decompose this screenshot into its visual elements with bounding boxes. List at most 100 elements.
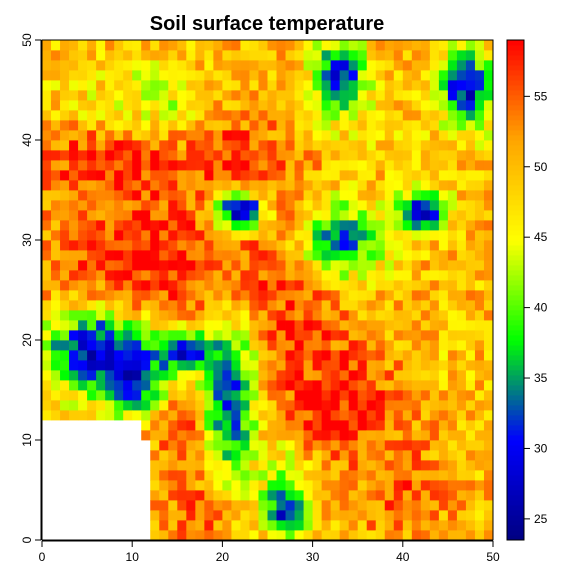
heatmap-cell	[141, 180, 151, 191]
heatmap-cell	[312, 360, 323, 371]
heatmap-cell	[195, 100, 205, 111]
heatmap-cell	[312, 390, 323, 401]
heatmap-cell	[384, 200, 395, 211]
heatmap-cell	[321, 360, 332, 371]
heatmap-cell	[249, 110, 259, 121]
heatmap-cell	[186, 120, 196, 131]
colorbar-tick-label: 55	[534, 89, 548, 103]
heatmap-cell	[69, 360, 79, 371]
heatmap-cell	[321, 400, 332, 411]
heatmap-cell	[411, 130, 422, 141]
heatmap-cell	[420, 390, 431, 401]
heatmap-cell	[366, 350, 377, 361]
heatmap-cell	[474, 480, 485, 491]
heatmap-cell	[321, 160, 332, 171]
heatmap-cell	[339, 300, 350, 311]
heatmap-cell	[96, 280, 106, 291]
heatmap-cell	[177, 100, 187, 111]
heatmap-cell	[51, 340, 61, 351]
heatmap-cell	[159, 360, 169, 371]
heatmap-cell	[69, 410, 79, 421]
heatmap-cell	[474, 430, 485, 441]
heatmap-cell	[177, 390, 187, 401]
heatmap-cell	[321, 370, 332, 381]
heatmap-cell	[429, 310, 440, 321]
heatmap-cell	[366, 300, 377, 311]
heatmap-cell	[330, 380, 341, 391]
heatmap-cell	[447, 210, 458, 221]
heatmap-cell	[141, 50, 151, 61]
heatmap-cell	[222, 410, 232, 421]
heatmap-cell	[51, 280, 61, 291]
heatmap-cell	[393, 390, 404, 401]
heatmap-cell	[276, 230, 286, 241]
heatmap-cell	[348, 370, 359, 381]
heatmap-cell	[402, 490, 413, 501]
heatmap-cell	[321, 310, 332, 321]
heatmap-cell	[231, 520, 241, 531]
heatmap-cell	[420, 140, 431, 151]
heatmap-cell	[150, 160, 160, 171]
heatmap-cell	[42, 350, 52, 361]
colorbar	[506, 39, 525, 541]
heatmap-cell	[303, 130, 313, 141]
heatmap-cell	[159, 500, 169, 511]
heatmap-cell	[258, 200, 268, 211]
heatmap-cell	[465, 80, 476, 91]
heatmap-cell	[474, 410, 485, 421]
heatmap-cell	[447, 100, 458, 111]
heatmap-cell	[114, 170, 124, 181]
heatmap-cell	[474, 180, 485, 191]
heatmap-cell	[123, 390, 133, 401]
heatmap-cell	[87, 360, 97, 371]
colorbar-swatch	[507, 195, 524, 201]
heatmap-cell	[258, 170, 268, 181]
heatmap-cell	[366, 390, 377, 401]
heatmap-cell	[60, 310, 70, 321]
heatmap-cell	[321, 450, 332, 461]
heatmap-cell	[168, 120, 178, 131]
heatmap-cell	[177, 190, 187, 201]
heatmap-cell	[132, 80, 142, 91]
heatmap-cell	[105, 40, 115, 51]
heatmap-cell	[258, 100, 268, 111]
heatmap-cell	[132, 380, 142, 391]
heatmap-cell	[393, 440, 404, 451]
heatmap-cell	[123, 370, 133, 381]
heatmap-cell	[204, 430, 214, 441]
heatmap-cell	[456, 350, 467, 361]
heatmap-cell	[114, 310, 124, 321]
heatmap-cell	[393, 310, 404, 321]
heatmap-cell	[330, 230, 341, 241]
heatmap-cell	[267, 350, 277, 361]
heatmap-cell	[303, 470, 313, 481]
heatmap-cell	[483, 80, 494, 91]
x-tick-label: 20	[216, 550, 230, 564]
heatmap-cell	[429, 500, 440, 511]
heatmap-cell	[294, 310, 304, 321]
heatmap-cell	[393, 300, 404, 311]
heatmap-cell	[321, 300, 332, 311]
heatmap-cell	[339, 130, 350, 141]
heatmap-cell	[105, 320, 115, 331]
heatmap-cell	[159, 270, 169, 281]
heatmap-cell	[150, 460, 160, 471]
heatmap-cell	[195, 330, 205, 341]
colorbar-swatch	[507, 265, 524, 271]
heatmap-cell	[483, 400, 494, 411]
heatmap-cell	[375, 510, 386, 521]
heatmap-cell	[60, 330, 70, 341]
heatmap-cell	[51, 400, 61, 411]
heatmap-cell	[447, 220, 458, 231]
heatmap-cell	[258, 360, 268, 371]
heatmap-cell	[186, 150, 196, 161]
heatmap-cell	[366, 400, 377, 411]
heatmap-cell	[231, 360, 241, 371]
heatmap-cell	[438, 70, 449, 81]
heatmap-cell	[393, 410, 404, 421]
heatmap-cell	[231, 480, 241, 491]
heatmap-cell	[276, 310, 286, 321]
heatmap-cell	[312, 480, 323, 491]
colorbar-swatch	[507, 535, 524, 541]
heatmap-cell	[96, 180, 106, 191]
